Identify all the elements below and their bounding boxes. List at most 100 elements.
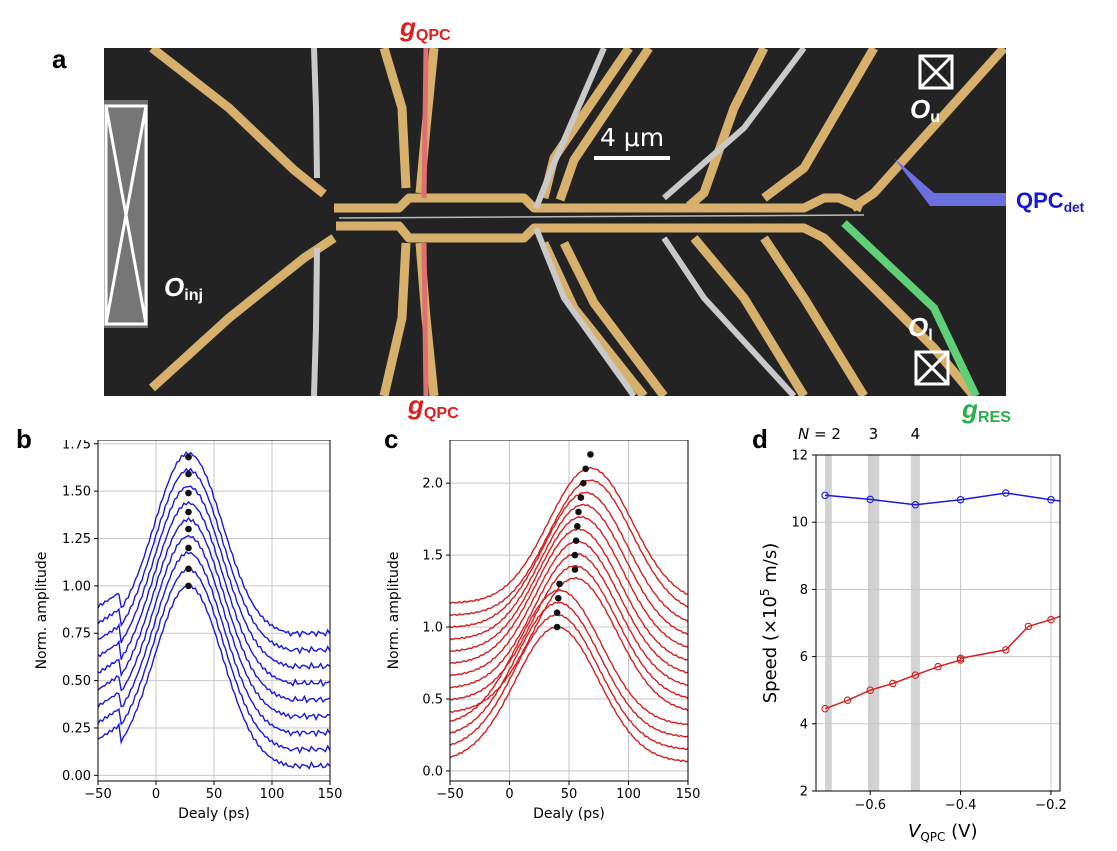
y-tick-label: 2.0 (422, 477, 443, 492)
y-tick-label: 1.0 (422, 621, 443, 636)
peak-marker (577, 494, 585, 501)
plot-frame (97, 440, 331, 782)
pulse-curve (449, 503, 689, 641)
peak-marker (185, 508, 192, 516)
pulse-curve (449, 588, 689, 726)
speed-point (1047, 495, 1055, 504)
ol-sub: l (928, 326, 933, 345)
pulse-curve (449, 540, 689, 677)
pulse-curve (97, 516, 331, 704)
ou-text: O (910, 94, 931, 124)
pulse-curve (449, 601, 689, 738)
peak-marker (582, 465, 589, 473)
x-axis-var: V (908, 821, 922, 842)
y-tick-label: 0.25 (62, 721, 91, 736)
chart-c: −50 0 50 100 150 0.0 0.5 1.0 1.5 2.0 Dealy (ps) Nor… (386, 440, 701, 822)
pulse-curve (449, 552, 689, 689)
pulse-curve (97, 584, 331, 770)
plot-frame (449, 440, 689, 782)
speed-point (911, 500, 920, 509)
pulse-curve (97, 485, 331, 670)
gold-gates (148, 48, 1006, 396)
peak-marker (185, 525, 192, 533)
ohmic-upper-box (918, 54, 954, 90)
gqpc-top-label: gQPC (400, 12, 451, 45)
speed-point (866, 686, 874, 694)
speed-point (843, 696, 852, 705)
pulse-curve (449, 564, 689, 701)
pulse-curve (97, 534, 331, 722)
y-tick-label: 0.50 (62, 674, 91, 689)
device-micrograph: 4 μm (104, 48, 1006, 396)
ol-label: Ol (908, 312, 933, 345)
panel-b-label: b (16, 424, 32, 454)
peak-marker (185, 544, 192, 552)
plot-frame (815, 454, 1061, 792)
y-tick-label: 0.75 (62, 627, 91, 642)
y-tick-label: 0.5 (422, 692, 443, 707)
ou-label: Ou (910, 94, 940, 127)
n-rest: = 2 (809, 425, 841, 443)
y-axis-unit: m/s) (760, 543, 781, 589)
oinj-text: O (164, 272, 185, 302)
pulse-curve (449, 515, 689, 652)
gqpc-bottom-sub: QPC (423, 404, 459, 423)
x-tick-label: 50 (561, 787, 578, 802)
x-tick-label: 0 (152, 787, 160, 802)
qpcdet-text: QPC (1016, 188, 1064, 213)
panel-a-label: a (52, 44, 67, 74)
pulse-curve (97, 550, 331, 738)
y-axis-label: Speed (×105 m/s) (758, 543, 781, 704)
y-axis-label: Norm. amplitude (386, 552, 402, 670)
x-tick-label: −50 (436, 787, 463, 802)
chart-b: −50 0 50 100 150 0.00 0.25 0.50 0.75 1.00 1.25 1.50… (34, 440, 343, 822)
peak-marker (572, 537, 580, 545)
pulse-curve (97, 467, 331, 655)
res-gate (841, 220, 980, 396)
qpc-det-gate (894, 158, 1006, 206)
gqpc-bottom-text: g (408, 390, 424, 420)
x-tick-label: 150 (318, 787, 343, 802)
ohmic-injector-box (104, 104, 148, 326)
pulse-curve (449, 491, 689, 629)
y-tick-label: 12 (791, 449, 808, 464)
n-value-4: 4 (911, 425, 921, 443)
peak-marker (574, 523, 581, 530)
peak-marker (587, 451, 594, 458)
speed-point (934, 662, 942, 671)
peak-marker (553, 623, 561, 631)
oinj-label: Oinj (164, 272, 203, 305)
qpcdet-sub: det (1063, 200, 1085, 216)
y-tick-label: 0.00 (62, 769, 91, 784)
chart-d: −0.6 −0.4 −0.2 2 4 6 8 10 12 N = 2 3 4 VQPC (V) Speed… (758, 425, 1067, 844)
gqpc-bottom-label: gQPC (408, 390, 459, 423)
speed-point (1024, 622, 1033, 631)
gres-label: gRES (962, 394, 1011, 427)
silver-gates (311, 48, 807, 396)
x-tick-label: −0.2 (1035, 798, 1067, 813)
panel-c-label: c (384, 424, 399, 454)
y-tick-label: 1.75 (62, 440, 91, 452)
pulse-curve (449, 466, 689, 605)
pulse-curve (449, 479, 689, 617)
speed-point (956, 495, 965, 504)
speed-point (1002, 646, 1010, 654)
n-band (825, 455, 832, 791)
peak-marker (185, 453, 192, 461)
peak-marker (571, 566, 579, 573)
ou-sub: u (930, 108, 941, 127)
peak-marker (575, 508, 582, 516)
speed-point (889, 679, 897, 688)
speed-series-line (824, 615, 1061, 710)
x-axis-sub: QPC (920, 830, 945, 844)
y-tick-label: 0.0 (422, 764, 443, 779)
speed-point (821, 704, 829, 713)
y-tick-label: 2 (800, 785, 808, 800)
x-tick-label: 150 (676, 787, 701, 802)
speed-series-line (824, 492, 1061, 506)
gres-text: g (962, 394, 978, 424)
y-tick-label: 1.50 (62, 485, 91, 500)
x-tick-label: −0.4 (945, 798, 977, 813)
x-axis-unit: (V) (945, 821, 977, 842)
peak-marker (553, 609, 561, 616)
